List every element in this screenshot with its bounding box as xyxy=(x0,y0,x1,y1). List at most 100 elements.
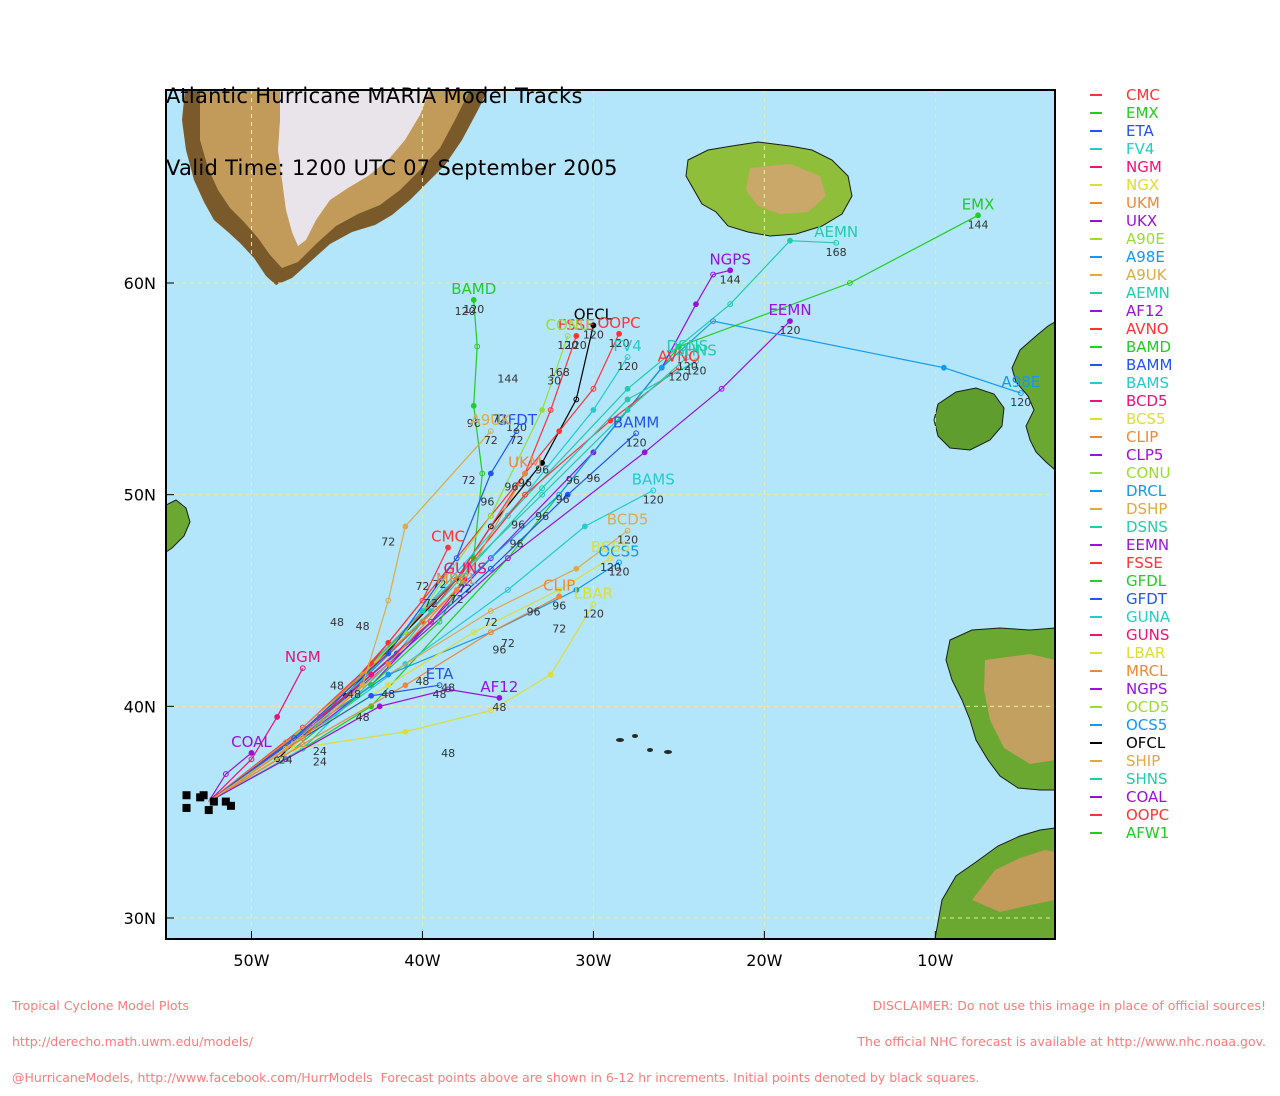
legend-label: UKM xyxy=(1126,194,1160,212)
track-point xyxy=(445,686,451,693)
track-point xyxy=(539,485,546,492)
legend-item: CONU xyxy=(1088,464,1278,482)
hour-marker: 72 xyxy=(484,616,498,629)
graticule xyxy=(166,90,1055,939)
track-point xyxy=(299,735,306,741)
track-label: COAL xyxy=(231,733,272,751)
hour-marker: 96 xyxy=(566,474,580,487)
legend-label: OFCL xyxy=(1126,734,1166,752)
hour-marker: 96 xyxy=(492,643,506,656)
track-point xyxy=(462,576,469,583)
track-point xyxy=(573,587,580,593)
legend-swatch xyxy=(1090,454,1102,456)
track-point xyxy=(624,396,631,403)
legend-swatch xyxy=(1090,184,1102,186)
legend-label: AFW1 xyxy=(1126,824,1170,842)
legend-item: A9UK xyxy=(1088,266,1278,284)
hour-marker: 168 xyxy=(549,366,570,379)
track-end-hour: 120 xyxy=(609,337,630,350)
track-point xyxy=(590,601,597,608)
track-point xyxy=(487,608,494,614)
legend-item: BCS5 xyxy=(1088,410,1278,428)
hour-marker: 48 xyxy=(330,616,344,629)
legend-item: AF12 xyxy=(1088,302,1278,320)
legend-swatch xyxy=(1090,796,1102,798)
track-point xyxy=(402,728,409,735)
hour-marker: 24 xyxy=(279,753,293,766)
track-end-hour: 96 xyxy=(518,477,532,490)
track-point xyxy=(385,671,392,678)
track-end-hour: 72 xyxy=(509,434,523,447)
track-point xyxy=(436,618,443,625)
track-end-hour: 72 xyxy=(484,434,498,447)
hour-marker: 24 xyxy=(313,745,327,758)
legend-label: MRCL xyxy=(1126,662,1168,680)
track-end-hour: 168 xyxy=(826,246,847,259)
legend-swatch xyxy=(1090,292,1102,294)
track-point xyxy=(624,527,631,534)
legend-item: GUNS xyxy=(1088,626,1278,644)
track-gfdt xyxy=(208,430,518,803)
initial-square xyxy=(226,801,235,810)
track-end-hour: 120 xyxy=(626,436,647,449)
track-label: CMC xyxy=(431,528,465,546)
legend-swatch xyxy=(1090,490,1102,492)
x-tick-label: 20W xyxy=(746,951,782,970)
legend-swatch xyxy=(1090,346,1102,348)
track-point xyxy=(539,407,546,413)
track-end-hour: 144 xyxy=(720,273,741,286)
track-point xyxy=(402,523,409,530)
track-point xyxy=(445,544,451,551)
track-label: LBAR xyxy=(574,585,613,603)
track-point xyxy=(385,661,392,667)
legend-swatch xyxy=(1090,688,1102,690)
legend-swatch xyxy=(1090,436,1102,438)
track-label: OFCL xyxy=(574,305,614,323)
track-point xyxy=(693,301,699,308)
track-point xyxy=(299,741,306,748)
track-point xyxy=(248,756,255,763)
legend-swatch xyxy=(1090,562,1102,564)
atlas-mountains xyxy=(972,850,1055,912)
track-point xyxy=(419,618,426,625)
track-point xyxy=(274,714,281,720)
initial-square xyxy=(209,797,218,806)
legend-label: BAMD xyxy=(1126,338,1172,356)
track-point xyxy=(590,407,597,413)
legend-item: OCS5 xyxy=(1088,716,1278,734)
initial-square xyxy=(221,797,230,806)
hour-marker: 96 xyxy=(504,480,518,493)
model-track-labels: EMX 144 AEMN 168 NGPS 144 EEMN 120 A98E 120 BAMD 12… xyxy=(231,195,1040,751)
legend-swatch xyxy=(1090,400,1102,402)
track-point xyxy=(487,428,494,435)
ireland-landmass xyxy=(933,387,1005,451)
legend-label: BAMS xyxy=(1126,374,1170,392)
track-ngm xyxy=(208,667,304,803)
x-tick-label: 50W xyxy=(233,951,269,970)
footer-credits: Tropical Cyclone Model Plots http://dere… xyxy=(12,976,979,1096)
legend-label: BAMM xyxy=(1126,356,1173,374)
track-end-hour: 120 xyxy=(1010,396,1031,409)
legend-label: BCD5 xyxy=(1126,392,1168,410)
legend-swatch xyxy=(1090,724,1102,726)
legend-swatch xyxy=(1090,652,1102,654)
track-point xyxy=(710,318,716,325)
track-point xyxy=(658,364,665,371)
legend-label: DRCL xyxy=(1126,482,1167,500)
legend-label: AVNO xyxy=(1126,320,1169,338)
track-point xyxy=(385,650,392,657)
axis-ticks xyxy=(166,282,936,939)
track-end-hour: 120 xyxy=(463,303,484,316)
legend-item: FSSE xyxy=(1088,554,1278,572)
legend-label: GFDL xyxy=(1126,572,1167,590)
track-point xyxy=(975,212,981,219)
legend-item: BAMM xyxy=(1088,356,1278,374)
footer-credit-line: Tropical Cyclone Model Plots xyxy=(12,998,189,1013)
map-frame xyxy=(165,89,1056,940)
initial-square xyxy=(182,791,191,800)
legend-swatch xyxy=(1090,130,1102,132)
legend-item: GFDT xyxy=(1088,590,1278,608)
x-tick-label: 40W xyxy=(404,951,440,970)
track-point xyxy=(607,417,614,424)
legend-item: EEMN xyxy=(1088,536,1278,554)
